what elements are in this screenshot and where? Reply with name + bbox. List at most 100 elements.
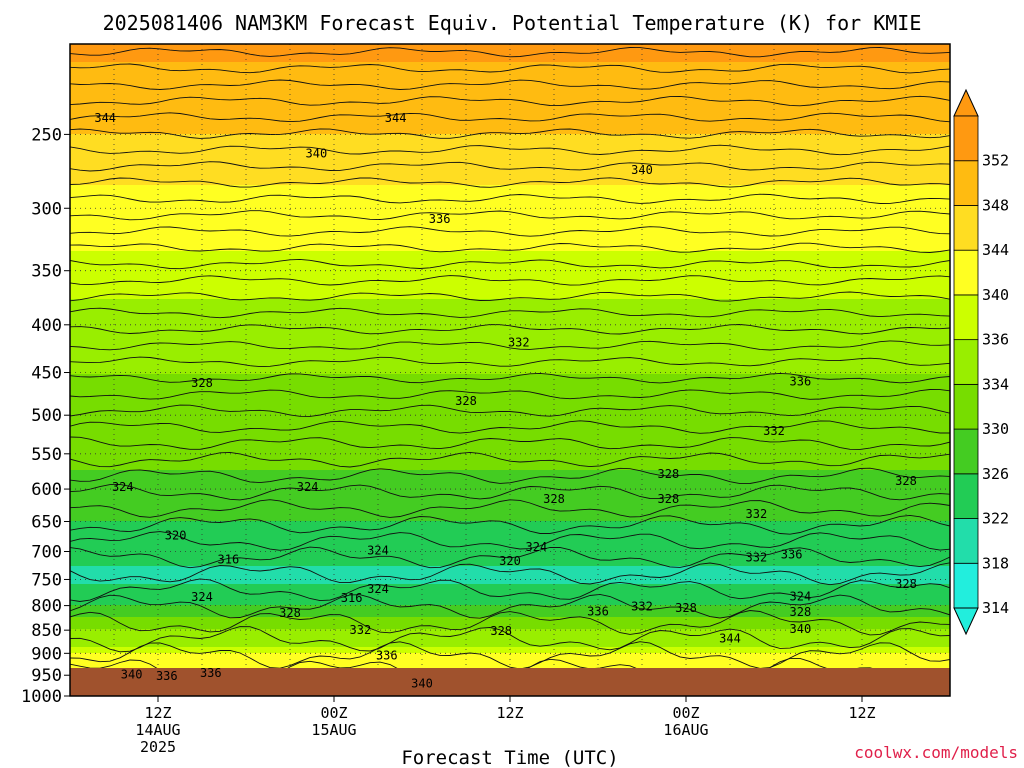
contour-line	[70, 531, 950, 551]
contour-line	[70, 641, 950, 670]
color-band	[70, 401, 950, 405]
plot-area: 344 344 340 340 336 332 328 328 336 332 328 324 324 3…	[70, 44, 950, 696]
color-band	[70, 629, 950, 633]
color-band	[70, 392, 950, 396]
color-band	[70, 200, 950, 204]
color-band	[70, 386, 950, 390]
contour-label: 328	[455, 394, 477, 408]
colorbar-label: 348	[982, 196, 1009, 214]
color-band	[70, 482, 950, 486]
color-band	[70, 230, 950, 234]
colorbar-swatch	[953, 339, 979, 385]
x-tick-label: 12Z	[496, 704, 523, 722]
color-band	[70, 284, 950, 288]
color-band	[70, 362, 950, 366]
y-tick-label: 450	[31, 364, 62, 384]
color-band	[70, 590, 950, 594]
color-band	[70, 182, 950, 186]
contour-line	[70, 340, 950, 351]
color-band	[70, 209, 950, 213]
colorbar-label: 330	[982, 420, 1009, 438]
contour-line	[70, 436, 950, 450]
contour-label: 340	[306, 146, 328, 160]
color-band	[70, 536, 950, 540]
color-band	[70, 419, 950, 423]
color-band	[70, 572, 950, 576]
colorbar-swatch	[953, 160, 979, 206]
color-band	[70, 95, 950, 99]
contour-label: 328	[895, 474, 917, 488]
color-band	[70, 485, 950, 489]
color-band	[70, 632, 950, 636]
color-band	[70, 110, 950, 114]
color-band	[70, 194, 950, 198]
colorbar-swatch	[953, 294, 979, 341]
colorbar-label: 344	[982, 241, 1009, 259]
contour-line	[70, 46, 950, 58]
contour-label: 332	[746, 550, 768, 564]
color-band	[70, 641, 950, 645]
color-band	[70, 116, 950, 120]
color-band	[70, 344, 950, 348]
colorbar-swatch	[953, 428, 979, 475]
color-band	[70, 56, 950, 60]
contour-label: 336	[156, 669, 178, 683]
color-band	[70, 440, 950, 444]
y-tick-label: 1000	[21, 687, 62, 707]
color-band	[70, 467, 950, 471]
color-band	[70, 365, 950, 369]
color-band	[70, 659, 950, 663]
color-band	[70, 44, 950, 48]
color-band	[70, 140, 950, 144]
color-band	[70, 596, 950, 600]
color-band	[70, 602, 950, 606]
contour-labels: 344 344 340 340 336 332 328 328 336 332 328 324 324 3…	[94, 111, 916, 691]
contour-label: 332	[631, 600, 653, 614]
color-band	[70, 92, 950, 96]
contour-label: 328	[543, 492, 565, 506]
color-band	[70, 506, 950, 510]
contour-label: 328	[658, 467, 680, 481]
color-band	[70, 179, 950, 183]
color-band	[70, 224, 950, 228]
color-band	[70, 476, 950, 480]
colorbar-swatch	[953, 562, 979, 609]
color-band	[70, 380, 950, 384]
contour-label: 324	[367, 582, 389, 596]
contour-line	[70, 593, 950, 619]
colorbar-label: 318	[982, 554, 1009, 572]
color-band	[70, 77, 950, 81]
color-band	[70, 47, 950, 51]
color-band	[70, 494, 950, 498]
y-tick-label: 250	[31, 125, 62, 145]
color-band	[70, 272, 950, 276]
y-tick-label: 500	[31, 406, 62, 426]
y-tick-label: 600	[31, 480, 62, 500]
color-band	[70, 119, 950, 123]
color-band	[70, 86, 950, 90]
colorbar-label: 314	[982, 599, 1009, 617]
color-band	[70, 527, 950, 531]
contour-label: 340	[121, 667, 143, 681]
color-band	[70, 101, 950, 105]
contour-line	[70, 451, 950, 468]
colorbar-swatch	[953, 205, 979, 251]
y-tick-label: 850	[31, 621, 62, 641]
contour-label: 344	[385, 111, 407, 125]
color-band	[70, 254, 950, 258]
x-tick-label: 12Z	[144, 704, 171, 722]
contour-label: 324	[297, 480, 319, 494]
color-band	[70, 626, 950, 630]
color-band	[70, 521, 950, 525]
color-band	[70, 605, 950, 609]
color-band	[70, 290, 950, 294]
color-band	[70, 164, 950, 168]
x-tick-label: 00Z	[320, 704, 347, 722]
contour-label: 332	[350, 623, 372, 637]
color-band	[70, 281, 950, 285]
color-band	[70, 431, 950, 435]
color-band	[70, 599, 950, 603]
contour-label: 316	[341, 591, 363, 605]
colorbar: 314 318 322 326 330 334 336 340 344 348 352	[953, 88, 1009, 636]
